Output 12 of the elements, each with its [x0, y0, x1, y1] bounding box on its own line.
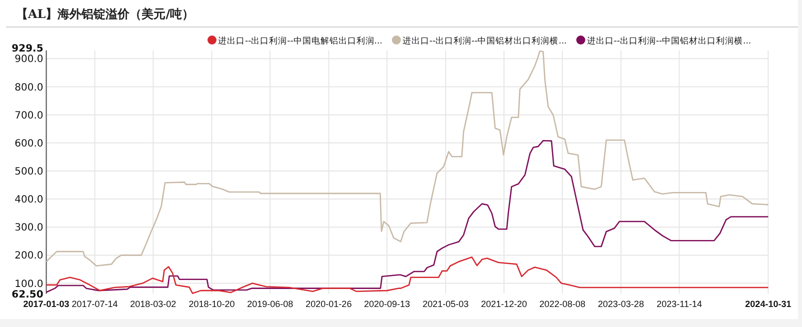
chart-title: 【AL】海外铝锭溢价（美元/吨） — [16, 7, 194, 21]
y-tick-label: 929.5 — [12, 43, 44, 54]
y-tick-label: 500.0 — [14, 166, 44, 178]
y-tick-label: 400.0 — [14, 194, 44, 206]
y-tick-label: 300.0 — [14, 222, 44, 234]
y-tick-label: 800.0 — [14, 82, 44, 94]
y-tick-label: 200.0 — [14, 250, 44, 262]
y-tick-label: 900.0 — [14, 54, 44, 66]
y-tick-label: 700.0 — [14, 110, 44, 122]
y-tick-label: 100.0 — [14, 278, 44, 290]
y-tick-label: 62.50 — [12, 289, 44, 300]
y-tick-label: 600.0 — [14, 138, 44, 150]
